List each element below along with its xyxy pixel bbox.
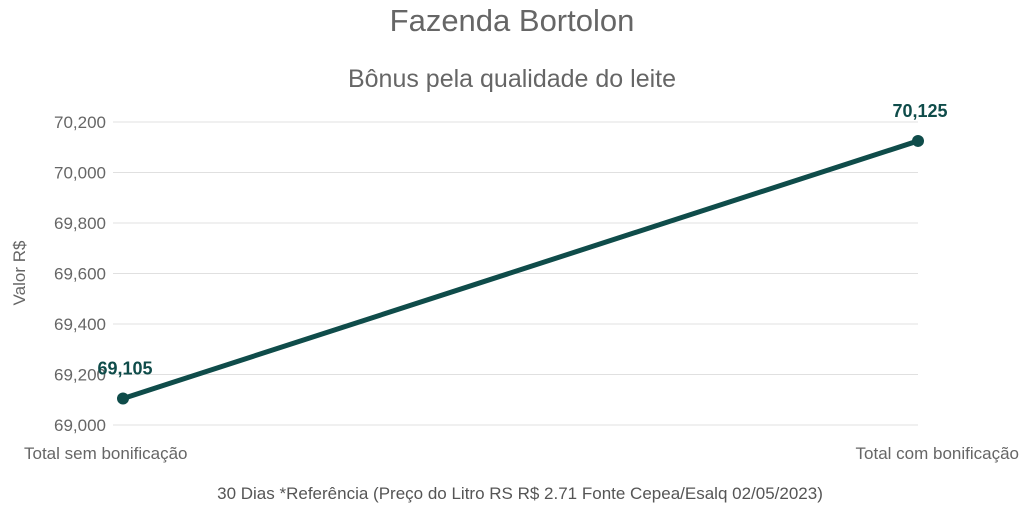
data-label: 69,105 [97,358,152,378]
x-axis-label: 30 Dias *Referência (Preço do Litro RS R… [217,484,823,503]
y-tick-label: 69,200 [54,366,106,385]
data-labels-group: 69,105 70,125 [97,101,947,379]
x-tick-label: Total sem bonificação [24,444,187,463]
y-tick-label: 69,000 [54,416,106,435]
y-tick-labels: 69,000 69,200 69,400 69,600 69,800 70,000 70,2… [54,113,106,435]
y-tick-label: 69,400 [54,315,106,334]
data-label: 70,125 [892,101,947,121]
grid-lines [113,121,918,426]
y-axis-label: Valor R$ [10,240,29,305]
chart-title: Fazenda Bortolon [390,3,635,38]
y-tick-label: 69,800 [54,214,106,233]
chart-subtitle: Bônus pela qualidade do leite [348,65,676,93]
y-tick-label: 70,000 [54,164,106,183]
series-line [120,138,921,401]
y-tick-label: 70,200 [54,113,106,132]
data-point [912,134,924,147]
y-tick-label: 69,600 [54,265,106,284]
x-tick-labels: Total sem bonificação Total com bonificaç… [24,444,1019,463]
data-point [117,392,129,405]
series-group [117,134,924,405]
x-tick-label: Total com bonificação [856,444,1019,463]
